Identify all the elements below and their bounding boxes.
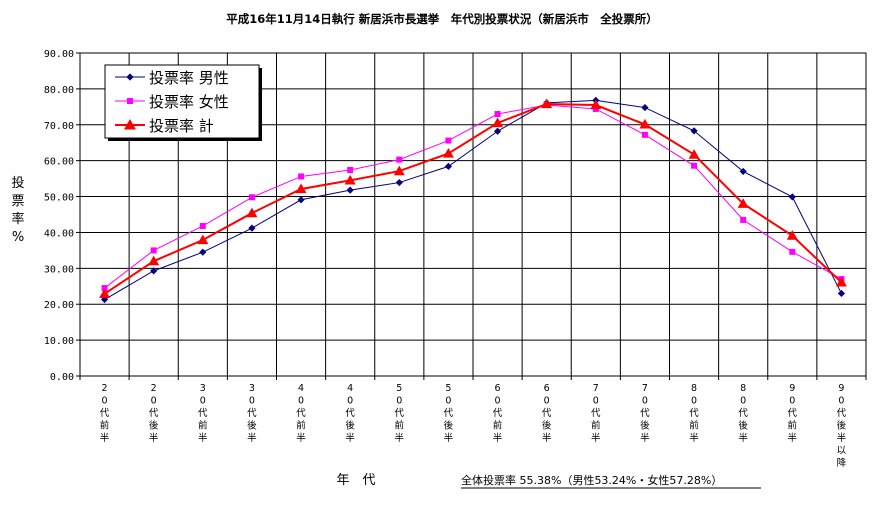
data-point (126, 73, 134, 81)
y-axis-title-text: 投票率% (11, 175, 24, 245)
data-point (493, 127, 502, 135)
series-line (104, 99, 842, 300)
x-tick-label: 6 0 代後半 (542, 383, 552, 444)
legend-label: 投票率 男性 (149, 69, 229, 87)
x-tick-label: 5 0 代後半 (444, 383, 454, 444)
data-point (442, 147, 454, 158)
y-tick-label: 70.00 (44, 121, 74, 132)
legend-label: 投票率 女性 (149, 93, 229, 111)
data-point (344, 174, 356, 185)
y-tick-label: 20.00 (44, 300, 74, 311)
overall-turnout-note: 全体投票率 55.38%（男性53.24%・女性57.28%） (461, 473, 722, 487)
y-tick-label: 50.00 (44, 193, 74, 204)
x-tick-label: 9 0 代後半以降 (837, 383, 847, 469)
series-1 (100, 96, 846, 304)
data-point (445, 137, 452, 144)
data-point (248, 224, 256, 232)
data-point (197, 234, 209, 245)
x-tick-label: 3 0 代後半 (247, 383, 257, 444)
x-tick-label: 2 0 代前半 (100, 383, 110, 444)
data-point (297, 196, 305, 204)
data-point (688, 149, 700, 159)
data-point (541, 98, 553, 109)
data-point (199, 248, 207, 256)
legend-entry: 投票率 男性 (115, 69, 229, 87)
data-point (590, 99, 602, 110)
data-point (298, 173, 305, 180)
y-tick-label: 60.00 (44, 157, 74, 168)
y-tick-label: 90.00 (44, 49, 74, 60)
x-tick-label: 9 0 代前半 (788, 383, 798, 444)
x-tick-label: 8 0 代後半 (738, 383, 748, 444)
y-tick-label: 80.00 (44, 85, 74, 96)
data-point (641, 131, 648, 138)
data-point (148, 255, 160, 266)
data-point (127, 98, 133, 104)
y-tick-label: 0.00 (50, 372, 74, 383)
data-point (786, 230, 798, 240)
data-point (788, 193, 796, 201)
legend-label: 投票率 計 (149, 117, 214, 135)
data-point (492, 117, 504, 128)
y-tick-label: 10.00 (44, 336, 74, 347)
x-axis-title: 年 代 (336, 473, 375, 488)
data-point (124, 119, 136, 130)
x-tick-label: 3 0 代前半 (198, 383, 208, 444)
data-point (346, 186, 354, 194)
data-point (100, 295, 109, 304)
series-line (104, 104, 842, 289)
data-point (690, 127, 698, 135)
legend-entry: 投票率 計 (115, 117, 214, 135)
y-tick-label: 40.00 (44, 228, 74, 239)
data-point (150, 267, 158, 275)
data-point (101, 285, 108, 292)
y-axis-title: 投票率% (11, 175, 24, 245)
x-tick-label: 7 0 代後半 (640, 383, 650, 444)
data-point (396, 156, 403, 163)
data-point (691, 162, 698, 169)
data-point (150, 247, 157, 254)
series-3 (99, 98, 847, 298)
data-point (835, 276, 847, 287)
data-point (99, 288, 111, 298)
x-tick-label: 2 0 代後半 (149, 383, 159, 444)
x-tick-label: 5 0 代前半 (395, 383, 405, 444)
series-line (104, 102, 843, 295)
x-tick-label: 8 0 代前半 (689, 383, 699, 444)
data-point (295, 183, 307, 194)
data-point (641, 103, 649, 112)
x-tick-label: 4 0 代後半 (345, 383, 355, 444)
data-point (248, 194, 255, 201)
data-point (246, 207, 258, 218)
x-tick-label: 7 0 代前半 (591, 383, 601, 444)
data-point (739, 167, 747, 176)
legend-entry: 投票率 女性 (115, 93, 229, 111)
data-point (444, 162, 453, 171)
chart-title: 平成16年11月14日執行 新居浜市長選挙 年代別投票状況（新居浜市 全投票所） (226, 12, 658, 26)
data-point (639, 118, 651, 129)
data-point (199, 222, 206, 229)
y-tick-label: 30.00 (44, 264, 74, 275)
x-tick-label: 6 0 代前半 (493, 383, 503, 444)
data-point (494, 111, 501, 118)
data-point (395, 178, 403, 187)
data-point (347, 166, 354, 173)
data-point (393, 165, 405, 176)
data-point (789, 248, 796, 255)
data-point (740, 216, 747, 223)
x-tick-label: 4 0 代前半 (296, 383, 306, 444)
data-point (837, 289, 846, 298)
data-point (737, 198, 749, 208)
